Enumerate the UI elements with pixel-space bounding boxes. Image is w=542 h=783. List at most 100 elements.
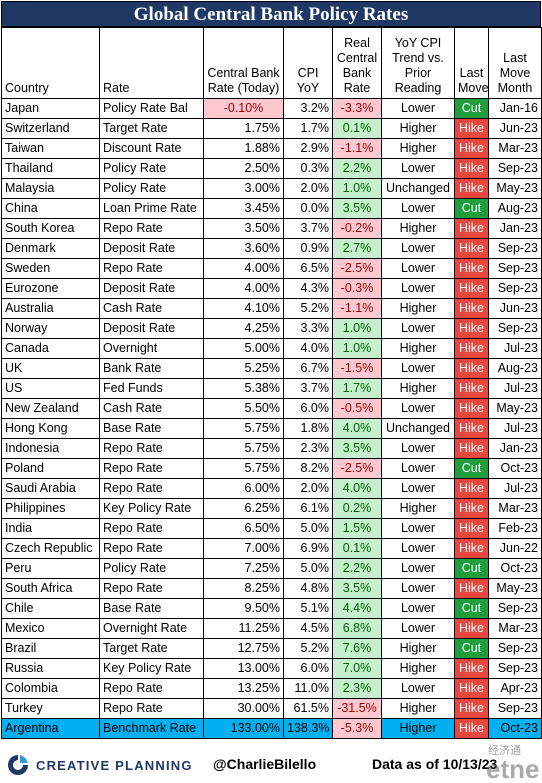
last-move-cell: Cut <box>454 558 489 579</box>
last-move-cell: Hike <box>454 678 489 699</box>
real-rate-cell: -1.5% <box>332 358 382 379</box>
table-row: Taiwan Discount Rate 1.88% 2.9% -1.1% Higher H… <box>1 138 542 159</box>
country-cell: Sweden <box>1 258 100 279</box>
cpi-trend-cell: Higher <box>381 118 455 139</box>
last-move-cell: Hike <box>454 318 489 339</box>
rate-name-cell: Repo Rate <box>99 518 204 539</box>
table-title: Global Central Bank Policy Rates <box>1 1 541 27</box>
central-bank-rate-cell: 7.00% <box>203 538 284 559</box>
cpi-yoy-cell: 0.3% <box>283 158 333 179</box>
table-row: Czech Republic Repo Rate 7.00% 6.9% 0.1% Lowe… <box>1 538 542 559</box>
central-bank-rate-cell: 4.25% <box>203 318 284 339</box>
country-cell: Mexico <box>1 618 100 639</box>
rate-name-cell: Repo Rate <box>99 218 204 239</box>
cpi-yoy-cell: 2.0% <box>283 478 333 499</box>
last-move-month-cell: Sep-23 <box>488 318 542 339</box>
cpi-yoy-cell: 5.2% <box>283 638 333 659</box>
last-move-cell: Cut <box>454 598 489 619</box>
rate-name-cell: Policy Rate <box>99 158 204 179</box>
last-move-month-cell: May-23 <box>488 578 542 599</box>
last-move-cell: Hike <box>454 238 489 259</box>
last-move-cell: Hike <box>454 698 489 719</box>
cpi-yoy-cell: 5.0% <box>283 518 333 539</box>
column-header-central-bank-rate: Central Bank Rate (Today) <box>203 27 284 99</box>
country-cell: Saudi Arabia <box>1 478 100 499</box>
rate-name-cell: Benchmark Rate <box>99 718 204 739</box>
rate-name-cell: Discount Rate <box>99 138 204 159</box>
table-row: Chile Base Rate 9.50% 5.1% 4.4% Lower Cut Sep-2… <box>1 598 542 619</box>
rate-name-cell: Key Policy Rate <box>99 658 204 679</box>
table-row: Japan Policy Rate Bal -0.10% 3.2% -3.3% Lower… <box>1 98 542 119</box>
central-bank-rate-cell: 5.75% <box>203 458 284 479</box>
cpi-yoy-cell: 4.5% <box>283 618 333 639</box>
country-cell: Eurozone <box>1 278 100 299</box>
cpi-yoy-cell: 11.0% <box>283 678 333 699</box>
last-move-month-cell: Jul-23 <box>488 478 542 499</box>
cpi-trend-cell: Lower <box>381 618 455 639</box>
country-cell: Hong Kong <box>1 418 100 439</box>
country-cell: Japan <box>1 98 100 119</box>
rate-name-cell: Policy Rate Bal <box>99 98 204 119</box>
central-bank-rate-cell: 12.75% <box>203 638 284 659</box>
creative-planning-logo: CREATIVE PLANNING <box>6 753 193 777</box>
rate-name-cell: Overnight <box>99 338 204 359</box>
cpi-yoy-cell: 0.0% <box>283 198 333 219</box>
cpi-trend-cell: Lower <box>381 558 455 579</box>
real-rate-cell: 3.5% <box>332 198 382 219</box>
cpi-trend-cell: Higher <box>381 298 455 319</box>
rate-name-cell: Repo Rate <box>99 258 204 279</box>
country-cell: South Africa <box>1 578 100 599</box>
last-move-cell: Cut <box>454 98 489 119</box>
cpi-trend-cell: Lower <box>381 478 455 499</box>
cpi-yoy-cell: 6.5% <box>283 258 333 279</box>
header-row: Country Rate Central Bank Rate (Today) C… <box>1 27 542 99</box>
country-cell: Colombia <box>1 678 100 699</box>
country-cell: Turkey <box>1 698 100 719</box>
last-move-cell: Hike <box>454 498 489 519</box>
country-cell: Australia <box>1 298 100 319</box>
last-move-month-cell: Sep-23 <box>488 158 542 179</box>
column-header-last-move: Last Move <box>454 27 489 99</box>
cpi-trend-cell: Lower <box>381 198 455 219</box>
last-move-month-cell: Mar-23 <box>488 138 542 159</box>
footer: CREATIVE PLANNING @CharlieBilello Data a… <box>0 743 542 783</box>
table-row: Indonesia Repo Rate 5.75% 2.3% 3.5% Lower Hike… <box>1 438 542 459</box>
country-cell: Philippines <box>1 498 100 519</box>
country-cell: Denmark <box>1 238 100 259</box>
cpi-yoy-cell: 3.2% <box>283 98 333 119</box>
last-move-month-cell: Jun-23 <box>488 298 542 319</box>
creative-planning-mark-icon <box>8 755 28 775</box>
central-bank-rate-cell: 1.88% <box>203 138 284 159</box>
table-row: Mexico Overnight Rate 11.25% 4.5% 6.8% Lower H… <box>1 618 542 639</box>
rate-name-cell: Repo Rate <box>99 478 204 499</box>
last-move-month-cell: May-23 <box>488 398 542 419</box>
table-row: Poland Repo Rate 5.75% 8.2% -2.5% Lower Cut Oct… <box>1 458 542 479</box>
last-move-cell: Hike <box>454 518 489 539</box>
country-cell: Brazil <box>1 638 100 659</box>
cpi-yoy-cell: 6.0% <box>283 658 333 679</box>
central-bank-rate-cell: -0.10% <box>203 98 284 119</box>
cpi-trend-cell: Unchanged <box>381 418 455 439</box>
rate-name-cell: Cash Rate <box>99 298 204 319</box>
country-cell: Indonesia <box>1 438 100 459</box>
rate-name-cell: Loan Prime Rate <box>99 198 204 219</box>
cpi-trend-cell: Lower <box>381 598 455 619</box>
last-move-cell: Hike <box>454 258 489 279</box>
cpi-yoy-cell: 8.2% <box>283 458 333 479</box>
central-bank-rate-cell: 3.60% <box>203 238 284 259</box>
cpi-trend-cell: Lower <box>381 538 455 559</box>
cpi-trend-cell: Higher <box>381 138 455 159</box>
table-container: Global Central Bank Policy Rates Country… <box>1 1 542 739</box>
real-rate-cell: -2.5% <box>332 258 382 279</box>
central-bank-rate-cell: 6.25% <box>203 498 284 519</box>
column-header-country: Country <box>1 27 100 99</box>
rate-name-cell: Deposit Rate <box>99 238 204 259</box>
real-rate-cell: 3.5% <box>332 438 382 459</box>
data-as-of: Data as of 10/13/23 <box>372 756 498 772</box>
table-row: Colombia Repo Rate 13.25% 11.0% 2.3% Lower Hik… <box>1 678 542 699</box>
table-row: Malaysia Policy Rate 3.00% 2.0% 1.0% Unchange… <box>1 178 542 199</box>
cpi-trend-cell: Lower <box>381 358 455 379</box>
cpi-yoy-cell: 4.3% <box>283 278 333 299</box>
cpi-yoy-cell: 138.3% <box>283 718 333 739</box>
last-move-month-cell: Sep-23 <box>488 258 542 279</box>
